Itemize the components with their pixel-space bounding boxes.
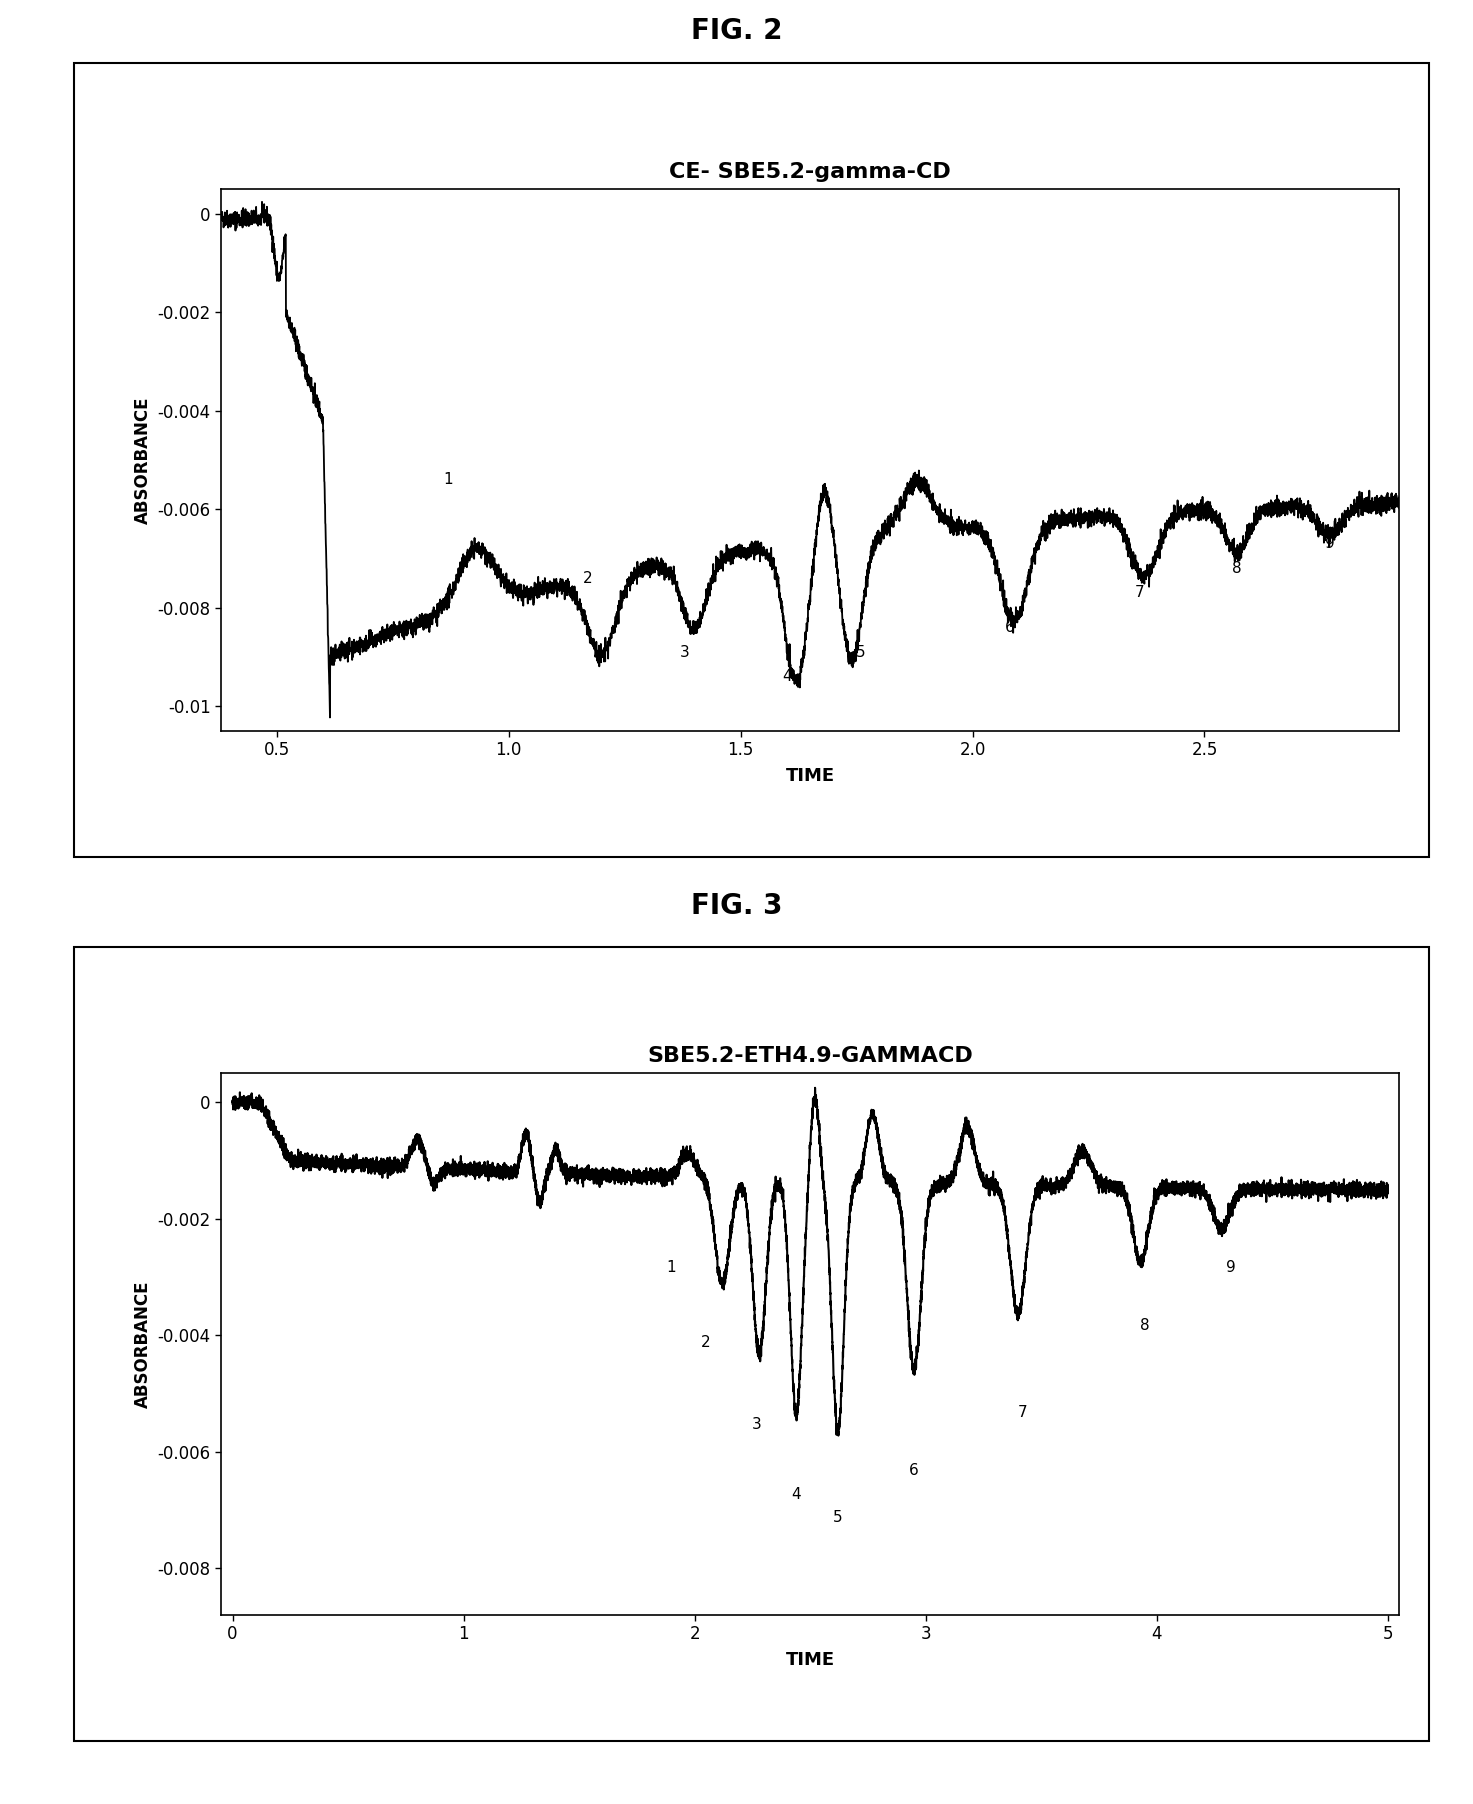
Text: 4: 4 (791, 1486, 801, 1501)
Text: FIG. 3: FIG. 3 (691, 891, 782, 920)
Text: 1: 1 (667, 1259, 676, 1275)
Y-axis label: ABSORBANCE: ABSORBANCE (134, 397, 152, 523)
X-axis label: TIME: TIME (785, 1651, 835, 1669)
Text: 8: 8 (1231, 561, 1242, 575)
Text: 7: 7 (1134, 586, 1145, 601)
X-axis label: TIME: TIME (785, 767, 835, 785)
Text: 4: 4 (782, 669, 792, 684)
Text: FIG. 2: FIG. 2 (691, 16, 782, 45)
Text: 3: 3 (681, 644, 689, 660)
Text: 2: 2 (701, 1335, 711, 1349)
Text: 6: 6 (909, 1463, 919, 1477)
Title: CE- SBE5.2-gamma-CD: CE- SBE5.2-gamma-CD (669, 162, 952, 182)
Text: 8: 8 (1140, 1317, 1150, 1333)
Text: 5: 5 (834, 1510, 843, 1524)
Text: 5: 5 (856, 644, 866, 660)
Text: 1: 1 (443, 473, 454, 487)
Text: 9: 9 (1226, 1259, 1236, 1275)
Text: 9: 9 (1324, 536, 1335, 552)
Y-axis label: ABSORBANCE: ABSORBANCE (134, 1281, 152, 1407)
Text: 6: 6 (1005, 621, 1015, 635)
Text: 2: 2 (583, 570, 592, 586)
Title: SBE5.2-ETH4.9-GAMMACD: SBE5.2-ETH4.9-GAMMACD (647, 1046, 974, 1066)
Text: 3: 3 (753, 1416, 762, 1432)
Text: 7: 7 (1018, 1405, 1028, 1420)
